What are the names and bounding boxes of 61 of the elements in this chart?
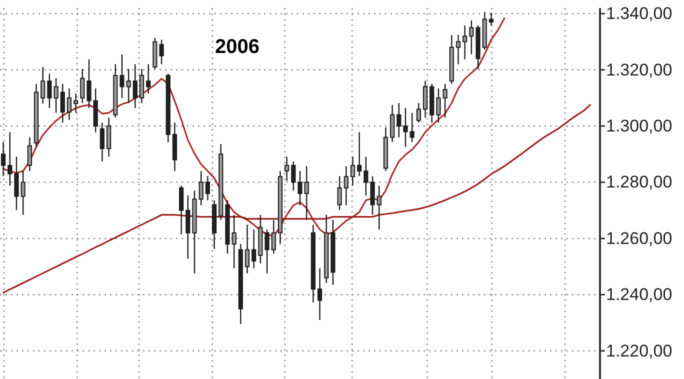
y-tick-label: 1.220,00 [606, 341, 672, 360]
candlestick [186, 194, 190, 260]
y-tick-label: 1.240,00 [606, 285, 672, 304]
candlestick [403, 107, 408, 148]
candlestick [469, 20, 474, 55]
candlestick [264, 228, 270, 274]
line-series [2, 104, 591, 294]
candlestick [20, 170, 26, 216]
candlestick [344, 166, 348, 206]
candlestick [298, 170, 302, 206]
candlestick [462, 24, 468, 60]
candlestick [317, 268, 322, 321]
candlestick [132, 64, 138, 109]
candlestick [376, 185, 382, 230]
candlestick [244, 224, 250, 274]
candlestick [139, 68, 144, 104]
candlestick [396, 102, 402, 138]
candlestick [456, 34, 461, 65]
candlestick [8, 132, 12, 186]
candlestick [80, 68, 85, 104]
y-tick-label: 1.300,00 [606, 116, 672, 136]
candlestick [205, 175, 210, 201]
candlestick [100, 122, 104, 162]
candlestick [410, 112, 414, 143]
candlestick [357, 132, 362, 177]
candlestick [442, 83, 448, 118]
candlestick [284, 156, 290, 182]
candlestick [120, 54, 124, 99]
candlestick [271, 219, 276, 254]
candlestick [198, 170, 204, 206]
candlestick [40, 66, 46, 104]
candlestick [106, 117, 112, 158]
candlestick [364, 156, 368, 196]
candlestick [291, 160, 296, 192]
candlestick [390, 104, 395, 143]
candlestick [252, 228, 256, 269]
candlestick [422, 80, 428, 118]
candlestick [488, 12, 494, 26]
candlestick [350, 156, 356, 186]
annotation: 2006 [215, 36, 260, 58]
candlestick [436, 88, 441, 124]
candlestick [74, 92, 78, 114]
candlestick [27, 136, 32, 172]
candlestick [337, 175, 342, 211]
candlestick [66, 88, 72, 120]
candlestick [304, 166, 309, 221]
candlestick [146, 64, 151, 94]
candlestick [86, 58, 92, 109]
candlestick [60, 83, 65, 124]
y-tick-label: 1.320,00 [606, 60, 672, 80]
candlestick [370, 175, 375, 216]
y-tick-label: 1.340,00 [606, 4, 672, 24]
candlestick [159, 39, 164, 65]
y-tick-label: 1.260,00 [606, 228, 672, 248]
candlestick [126, 68, 131, 104]
candlestick [416, 102, 421, 124]
candlestick [232, 214, 236, 269]
candlestick [179, 185, 184, 235]
candlestick [0, 141, 6, 177]
y-tick-label: 1.280,00 [606, 172, 672, 192]
candlestick [14, 156, 19, 211]
